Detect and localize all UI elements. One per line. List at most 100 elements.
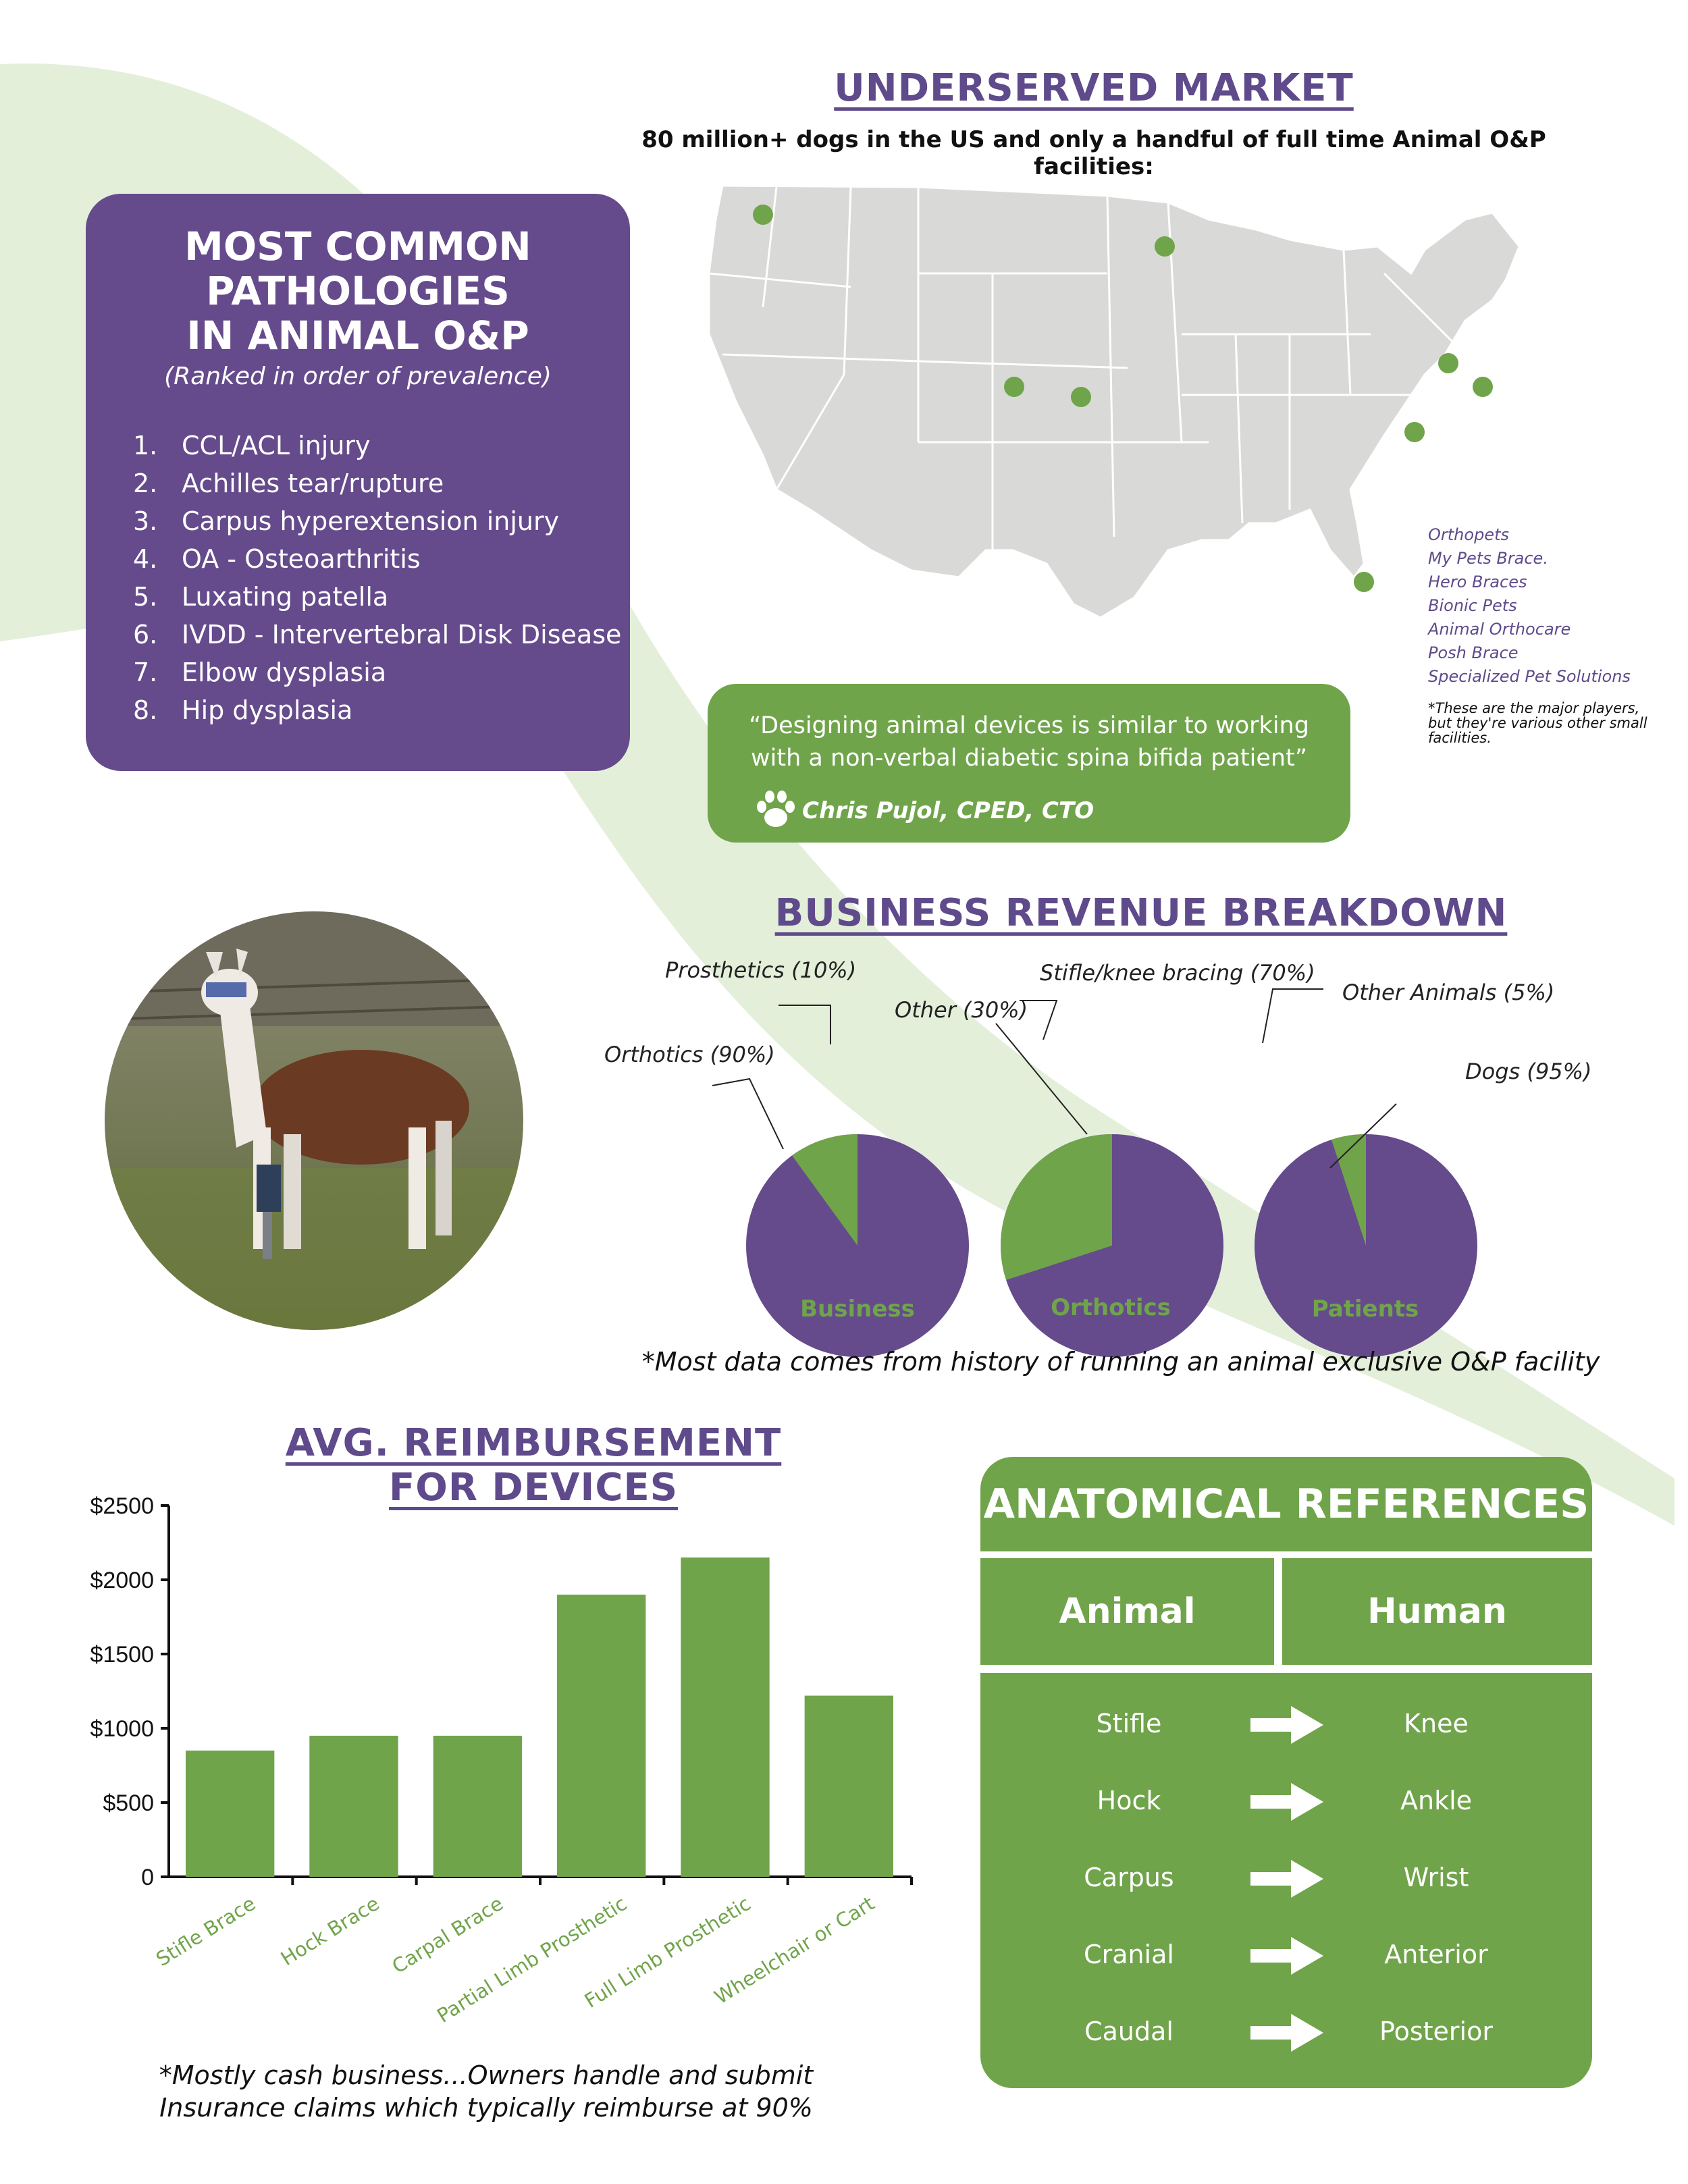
pie-name: Business	[800, 1296, 915, 1323]
bar	[186, 1751, 275, 1877]
leader-line	[1020, 1000, 1058, 1040]
pie-name: Patients	[1312, 1296, 1419, 1323]
y-tick-label: $2000	[90, 1568, 154, 1593]
arrow-right-icon	[1250, 1706, 1323, 1744]
facility-dot	[1004, 377, 1024, 397]
list-item: 1. CCL/ACL injury	[133, 431, 371, 460]
list-item: 6. IVDD - Intervertebral Disk Disease	[133, 620, 622, 649]
facility-name: Posh Brace	[1428, 643, 1519, 662]
quote-card: “Designing animal devices is similar to …	[708, 684, 1350, 843]
slice-label: Other Animals (5%)	[1342, 980, 1554, 1005]
reimbursement-title: AVG. REIMBURSEMENT FOR DEVICES	[203, 1421, 864, 1510]
column-header-animal: Animal	[980, 1558, 1274, 1665]
animal-term: Carpus	[1084, 1863, 1174, 1892]
slice-label: Orthotics (90%)	[604, 1042, 775, 1067]
facility-name: Specialized Pet Solutions	[1428, 667, 1631, 686]
bar	[433, 1736, 522, 1877]
x-tick-label: Carpal Brace	[388, 1892, 507, 1978]
facility-dot	[1071, 387, 1091, 407]
facility-dot	[1438, 353, 1458, 373]
slice-label: Prosthetics (10%)	[665, 957, 856, 983]
leader-line	[1329, 1103, 1397, 1169]
human-term: Posterior	[1379, 2017, 1493, 2046]
note-line: *Mostly cash business...Owners handle an…	[159, 2060, 814, 2090]
arrow-right-icon	[1250, 1783, 1323, 1821]
animal-term: Hock	[1097, 1786, 1161, 1815]
x-tick-label: Hock Brace	[277, 1892, 384, 1970]
pathologies-subtitle: (Ranked in order of prevalence)	[164, 363, 552, 390]
pathologies-card: MOST COMMON PATHOLOGIES IN ANIMAL O&P (R…	[86, 194, 630, 771]
market-title: UNDERSERVED MARKET	[834, 66, 1354, 110]
facility-note: *These are the major players, but they'r…	[1428, 700, 1647, 746]
y-tick-label: 0	[141, 1865, 154, 1890]
quote-author: Chris Pujol, CPED, CTO	[802, 797, 1094, 824]
revenue-note: *Most data comes from history of running…	[641, 1347, 1600, 1377]
arrow-right-icon	[1250, 1860, 1323, 1898]
pathologies-title-line: MOST COMMON	[184, 223, 531, 269]
pie-slice-minor	[1331, 1134, 1366, 1246]
anatomy-table-body: Stifle Knee Hock Ankle Carpus Wrist Cran…	[980, 1673, 1592, 2088]
y-tick-label: $2500	[90, 1493, 154, 1519]
facility-name: Hero Braces	[1428, 572, 1527, 591]
slice-label: Other (30%)	[895, 997, 1028, 1023]
reimbursement-bar-chart: 0 $500 $1000 $1500 $2000 $2500 Stifle Brace Ho…	[90, 1493, 913, 2027]
revenue-title: BUSINESS REVENUE BREAKDOWN	[774, 891, 1508, 935]
table-row: Caudal Posterior	[980, 2004, 1592, 2058]
pathologies-list: 1. CCL/ACL injury 2. Achilles tear/rupture…	[133, 427, 621, 729]
facility-name: My Pets Brace.	[1428, 549, 1548, 568]
facility-name: Animal Orthocare	[1428, 620, 1571, 639]
facility-dot	[1155, 236, 1175, 257]
human-term: Ankle	[1400, 1786, 1473, 1815]
anatomy-title-bar	[980, 1457, 1592, 1551]
pathologies-title-line: IN ANIMAL O&P	[186, 313, 529, 358]
facility-name: Bionic Pets	[1428, 596, 1517, 615]
pie-patients	[1255, 1134, 1477, 1357]
pie-name: Orthotics	[1051, 1294, 1171, 1321]
y-tick-label: $500	[103, 1790, 154, 1816]
human-term: Anterior	[1384, 1940, 1488, 1969]
revenue-pie-charts: Prosthetics (10%) Orthotics (90%) Stifle…	[604, 957, 1591, 1357]
pathologies-title: MOST COMMON PATHOLOGIES IN ANIMAL O&P	[86, 224, 630, 358]
list-item: 3. Carpus hyperextension injury	[133, 506, 560, 536]
facility-name: Orthopets	[1428, 525, 1509, 544]
note-line: Insurance claims which typically reimbur…	[159, 2093, 813, 2123]
column-header-human: Human	[1282, 1558, 1592, 1665]
animal-term: Cranial	[1084, 1940, 1174, 1969]
list-item: 4. OA - Osteoarthritis	[133, 544, 421, 574]
facility-dot	[1404, 422, 1425, 442]
anatomy-title: ANATOMICAL REFERENCES	[983, 1481, 1589, 1528]
reimbursement-note: *Mostly cash business...Owners handle an…	[101, 2059, 871, 2124]
reimbursement-title-line: AVG. REIMBURSEMENT	[285, 1421, 782, 1465]
list-item: 7. Elbow dysplasia	[133, 658, 387, 687]
bar	[804, 1695, 893, 1877]
pie-slice-minor	[1001, 1134, 1112, 1280]
x-tick-label: Stifle Brace	[152, 1892, 259, 1971]
pathologies-title-line: PATHOLOGIES	[206, 268, 510, 314]
arrow-right-icon	[1250, 1937, 1323, 1975]
reimbursement-title-line: FOR DEVICES	[388, 1466, 679, 1510]
bar	[309, 1736, 398, 1877]
pie-orthotics	[1001, 1134, 1223, 1357]
human-term: Knee	[1404, 1709, 1469, 1738]
leader-line	[1262, 988, 1323, 1044]
pie-business	[746, 1134, 969, 1357]
llama-photo	[105, 911, 523, 1330]
facility-legend: Orthopets My Pets Brace. Hero Braces Bio…	[1428, 523, 1631, 689]
market-subtitle: 80 million+ dogs in the US and only a ha…	[641, 126, 1546, 180]
list-item: 2. Achilles tear/rupture	[133, 469, 444, 498]
anatomy-card: ANATOMICAL REFERENCES Animal Human Stifl…	[980, 1457, 1592, 2088]
pie-slice-minor	[792, 1134, 858, 1246]
us-map	[708, 184, 1521, 619]
y-tick-label: $1500	[90, 1642, 154, 1668]
list-item: 5. Luxating patella	[133, 582, 389, 612]
leader-line	[712, 1077, 784, 1150]
bar	[681, 1557, 770, 1877]
facility-dot	[1354, 572, 1374, 592]
facility-dot	[1473, 377, 1493, 397]
human-term: Wrist	[1403, 1863, 1469, 1892]
table-row: Hock Ankle	[980, 1774, 1592, 1828]
paw-icon	[757, 791, 795, 827]
leader-line	[995, 1023, 1088, 1135]
facility-dots	[753, 205, 1493, 592]
y-tick-label: $1000	[90, 1716, 154, 1742]
